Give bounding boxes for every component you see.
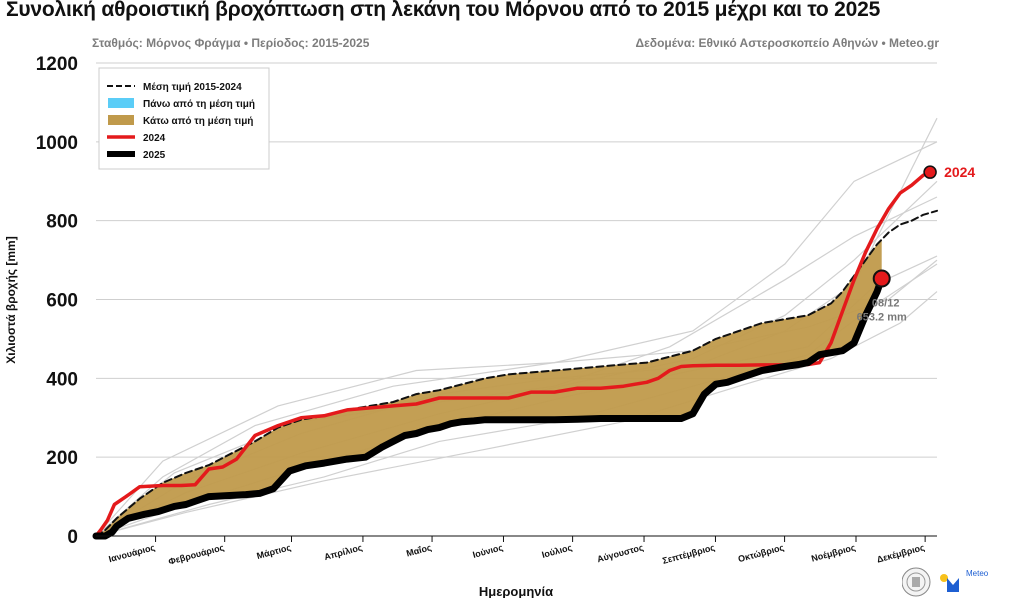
meteo-logo-icon — [940, 574, 959, 592]
y-tick-label: 400 — [46, 369, 78, 390]
y-tick-label: 0 — [67, 527, 78, 548]
y-tick-label: 800 — [46, 212, 78, 233]
x-tick-label: Οκτώβριος — [737, 542, 785, 564]
x-tick-label: Αύγουστος — [596, 542, 645, 564]
legend-label: Πάνω από τη μέση τιμή — [143, 99, 255, 110]
below-mean-area — [96, 239, 882, 536]
end-marker-2024 — [923, 165, 937, 179]
annotations: 2024 08/12 653.2 mm — [857, 164, 976, 323]
x-tick-label: Μαΐος — [405, 542, 433, 558]
legend-label: 2024 — [143, 133, 166, 144]
legend-label: 2025 — [143, 150, 166, 161]
x-axis-label: Ημερομηνία — [479, 584, 553, 598]
x-tick-label: Φεβρουάριος — [167, 542, 225, 567]
x-tick-label: Μάρτιος — [256, 542, 293, 561]
legend-label: Κάτω από τη μέση τιμή — [143, 116, 253, 127]
x-tick-label: Ιανουάριος — [108, 542, 157, 564]
station-subtitle: Σταθμός: Μόρνος Φράγμα • Περίοδος: 2015-… — [92, 36, 370, 50]
end-value-label: 653.2 mm — [857, 312, 907, 324]
x-tick-label: Ιούλιος — [541, 542, 574, 560]
y-tick-label: 1200 — [36, 54, 78, 75]
logos-svg — [901, 567, 959, 597]
legend-label: Μέση τιμή 2015-2024 — [143, 82, 242, 93]
legend-swatch — [108, 115, 134, 125]
x-tick-label: Δεκέμβριος — [876, 542, 926, 564]
legend: Μέση τιμή 2015-2024 Πάνω από τη μέση τιμή… — [98, 67, 270, 170]
x-tick-label: Απρίλιος — [323, 542, 364, 562]
series-lines — [92, 170, 938, 540]
legend-swatch — [108, 98, 134, 108]
deviation-fill — [96, 239, 882, 536]
meteo-brand-text: Meteo — [966, 569, 989, 578]
end-date-label: 08/12 — [872, 298, 900, 310]
chart-title: Συνολική αθροιστική βροχόπτωση στη λεκάν… — [6, 0, 881, 21]
end-marker-2025 — [872, 269, 891, 288]
x-tick-label: Σεπτέμβριος — [661, 542, 716, 566]
series-2024-line — [94, 170, 932, 538]
x-tick-label: Ιούνιος — [472, 542, 505, 560]
y-axis-label: Χιλιοστά βροχής [mm] — [4, 236, 18, 363]
x-tick-label: Νοέμβριος — [810, 542, 857, 563]
series-2025-line — [92, 275, 886, 540]
observatory-seal-icon — [901, 567, 931, 597]
y-tick-label: 200 — [46, 448, 78, 469]
y-tick-label: 1000 — [36, 133, 78, 154]
footer-logos: Meteo — [901, 566, 1022, 598]
end-label-2024: 2024 — [944, 164, 975, 180]
source-subtitle: Δεδομένα: Εθνικό Αστεροσκοπείο Αθηνών • … — [635, 36, 939, 50]
y-tick-label: 600 — [46, 291, 78, 312]
